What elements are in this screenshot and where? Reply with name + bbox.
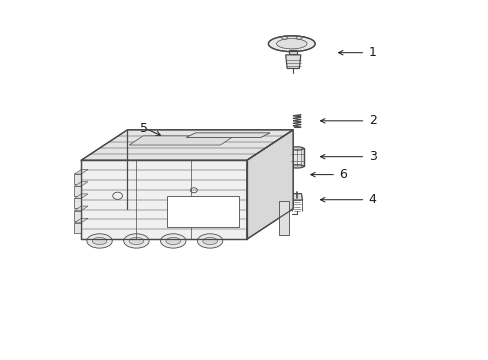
Polygon shape	[74, 194, 88, 198]
Ellipse shape	[129, 237, 143, 244]
Ellipse shape	[268, 36, 315, 51]
Text: 4: 4	[368, 193, 376, 206]
Text: 5: 5	[140, 122, 147, 135]
Polygon shape	[81, 160, 246, 239]
Polygon shape	[279, 201, 288, 235]
Ellipse shape	[276, 39, 306, 49]
Ellipse shape	[296, 36, 302, 39]
Polygon shape	[74, 174, 81, 184]
Ellipse shape	[197, 234, 223, 248]
Text: 1: 1	[368, 46, 376, 59]
Polygon shape	[289, 50, 297, 54]
Ellipse shape	[281, 36, 287, 39]
Ellipse shape	[290, 165, 303, 168]
Polygon shape	[74, 198, 81, 208]
Text: 6: 6	[339, 168, 347, 181]
Ellipse shape	[87, 234, 112, 248]
Ellipse shape	[123, 234, 149, 248]
Ellipse shape	[92, 237, 107, 244]
Polygon shape	[186, 133, 269, 138]
Polygon shape	[74, 170, 88, 174]
Polygon shape	[74, 223, 81, 233]
Polygon shape	[246, 130, 293, 239]
Polygon shape	[290, 148, 303, 166]
Text: 2: 2	[368, 114, 376, 127]
Polygon shape	[74, 211, 81, 221]
Ellipse shape	[203, 237, 217, 244]
Ellipse shape	[290, 147, 303, 150]
Polygon shape	[74, 218, 88, 223]
Polygon shape	[291, 194, 302, 200]
Ellipse shape	[160, 234, 185, 248]
Text: 3: 3	[368, 150, 376, 163]
Polygon shape	[129, 136, 234, 145]
Ellipse shape	[165, 237, 180, 244]
Polygon shape	[74, 182, 88, 186]
Polygon shape	[285, 55, 300, 68]
Polygon shape	[81, 130, 293, 160]
Polygon shape	[74, 206, 88, 211]
Polygon shape	[167, 196, 238, 227]
Polygon shape	[74, 186, 81, 196]
